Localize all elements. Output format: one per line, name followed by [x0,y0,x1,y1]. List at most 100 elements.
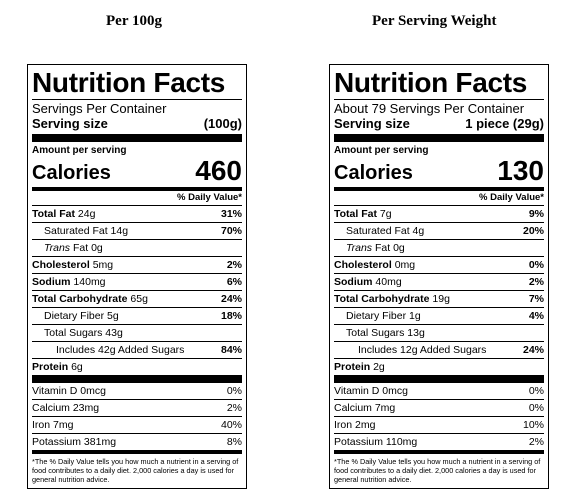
label-title: Nutrition Facts [32,67,226,98]
divider [334,99,544,100]
vitamin-name: Potassium 381mg [32,436,117,448]
nutrient-percent: 0% [528,259,544,271]
nutrient-percent: 24% [522,344,544,356]
nutrient-name: Total Fat [334,208,377,220]
vitamin-row-iron: Iron 2mg 10% [334,416,544,433]
nutrient-name: Total Sugars 13g [346,327,425,339]
nutrient-row-protein: Protein 2g [334,358,544,375]
vitamin-row-calcium: Calcium 7mg 0% [334,399,544,416]
vitamin-name: Calcium 7mg [334,402,396,414]
calories-row: Calories 130 [334,157,544,185]
nutrient-row-dietary-fiber: Dietary Fiber 1g 4% [334,307,544,324]
nutrient-row-protein: Protein 6g [32,358,242,375]
nutrient-row-saturated-fat: Saturated Fat 14g 70% [32,222,242,239]
nutrient-amount: 40mg [375,276,402,288]
nutrient-amount: 19g [432,293,450,305]
nutrient-name: Saturated Fat 4g [346,225,425,237]
amount-per-serving: Amount per serving [334,145,429,156]
nutrient-amount: 5mg [92,259,114,271]
trans-amount: Fat 0g [372,242,405,254]
nutrient-row-cholesterol: Cholesterol 0mg 0% [334,256,544,273]
nutrient-percent: 31% [220,208,242,220]
nutrient-percent: 6% [226,276,242,288]
calories-label: Calories [334,162,413,184]
nutrient-percent: 18% [220,310,242,322]
vitamin-percent: 0% [528,402,544,414]
nutrient-name: Total Fat [32,208,75,220]
nutrient-row-total-fat: Total Fat 7g 9% [334,205,544,222]
calories-value: 460 [195,155,242,186]
vitamin-percent: 40% [220,419,242,431]
vitamin-percent: 0% [226,385,242,397]
nutrition-label-per-100g: Nutrition Facts Servings Per Container S… [27,64,247,489]
nutrient-name: Saturated Fat 14g [44,225,129,237]
vitamin-row-calcium: Calcium 23mg 2% [32,399,242,416]
serving-size-label: Serving size [334,116,410,131]
nutrient-amount: 0mg [394,259,416,271]
nutrient-row-total-carbohydrate: Total Carbohydrate 19g 7% [334,290,544,307]
vitamin-row-potassium: Potassium 381mg 8% [32,433,242,450]
nutrient-percent: 9% [528,208,544,220]
nutrient-row-sodium: Sodium 140mg 6% [32,273,242,290]
nutrition-label-per-serving: Nutrition Facts About 79 Servings Per Co… [329,64,549,489]
nutrient-row-cholesterol: Cholesterol 5mg 2% [32,256,242,273]
nutrient-percent: 70% [220,225,242,237]
serving-size-value: (100g) [203,116,242,131]
nutrient-name: Cholesterol [32,259,90,271]
serving-size-row: Serving size (100g) [32,116,242,131]
serving-size-label: Serving size [32,116,108,131]
nutrient-row-trans-fat: Trans Fat 0g [334,239,544,256]
nutrient-percent: 24% [220,293,242,305]
nutrient-name: Sodium [334,276,373,288]
serving-size-value: 1 piece (29g) [465,116,544,131]
trans-label: Trans [44,242,71,254]
nutrient-percent: 7% [528,293,544,305]
nutrient-name: Includes 12g Added Sugars [358,344,487,356]
nutrient-name: Total Carbohydrate [334,293,430,305]
thick-divider [334,134,544,142]
servings-per-container: Servings Per Container [32,101,167,116]
vitamin-row-vitamin-d: Vitamin D 0mcg 0% [334,383,544,399]
footnote-divider [32,450,242,454]
column-heading-per-serving: Per Serving Weight [372,13,497,29]
thick-divider [32,375,242,383]
footnote: *The % Daily Value tells you how much a … [334,457,541,484]
nutrient-name: Protein [32,361,69,373]
nutrient-amount: 140mg [73,276,106,288]
nutrient-name: Dietary Fiber 5g [44,310,119,322]
nutrient-percent: 84% [220,344,242,356]
vitamin-percent: 0% [528,385,544,397]
nutrient-name: Total Sugars 43g [44,327,123,339]
nutrient-row-total-sugars: Total Sugars 13g [334,324,544,341]
vitamin-percent: 2% [226,402,242,414]
nutrient-row-sodium: Sodium 40mg 2% [334,273,544,290]
nutrient-row-dietary-fiber: Dietary Fiber 5g 18% [32,307,242,324]
nutrient-row-added-sugars: Includes 12g Added Sugars 24% [334,341,544,358]
vitamin-percent: 10% [522,419,544,431]
nutrient-percent: 20% [522,225,544,237]
vitamin-percent: 2% [528,436,544,448]
label-title: Nutrition Facts [334,67,528,98]
nutrient-percent: 2% [226,259,242,271]
nutrient-name: Cholesterol [334,259,392,271]
nutrient-amount: 6g [71,361,83,373]
vitamin-name: Vitamin D 0mcg [334,385,408,397]
nutrient-name: Sodium [32,276,71,288]
nutrient-amount: 2g [373,361,385,373]
nutrient-row-added-sugars: Includes 42g Added Sugars 84% [32,341,242,358]
calories-row: Calories 460 [32,157,242,185]
amount-per-serving: Amount per serving [32,145,127,156]
vitamin-name: Calcium 23mg [32,402,100,414]
vitamin-row-vitamin-d: Vitamin D 0mcg 0% [32,383,242,399]
daily-value-header: % Daily Value* [177,192,242,203]
nutrient-row-total-carbohydrate: Total Carbohydrate 65g 24% [32,290,242,307]
nutrient-amount: 65g [130,293,148,305]
vitamin-name: Vitamin D 0mcg [32,385,106,397]
calories-label: Calories [32,162,111,184]
thick-divider [32,134,242,142]
vitamin-name: Iron 2mg [334,419,376,431]
nutrient-percent: 2% [528,276,544,288]
medium-divider [334,187,544,191]
vitamin-percent: 8% [226,436,242,448]
nutrient-row-trans-fat: Trans Fat 0g [32,239,242,256]
